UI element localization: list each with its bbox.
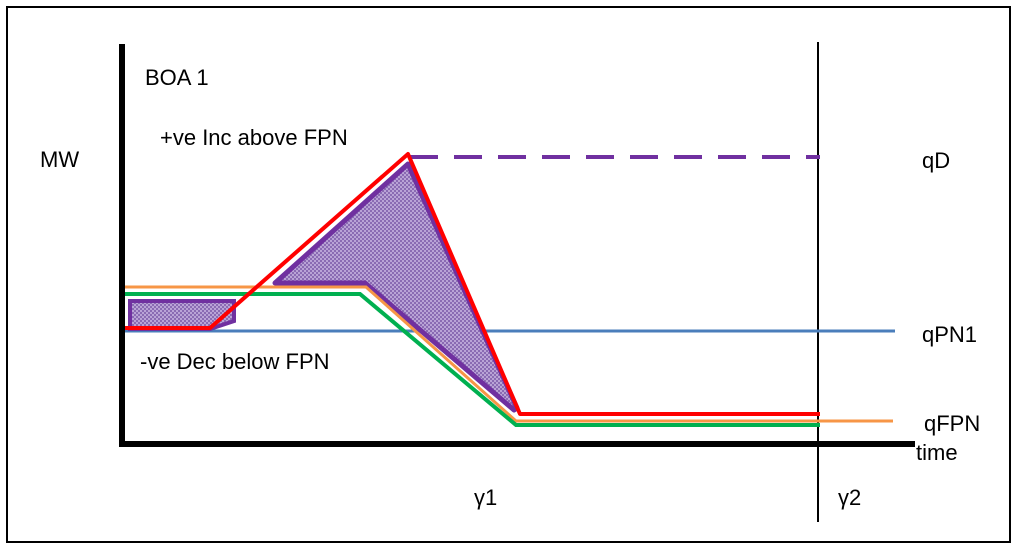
gamma2-label: γ2 (838, 485, 861, 510)
inc-area (272, 161, 520, 413)
mw-label: MW (40, 147, 79, 172)
qfpn-line (124, 285, 893, 423)
dec-area (128, 299, 236, 331)
dec-label: -ve Dec below FPN (140, 349, 330, 374)
boa-line (124, 152, 820, 416)
inc-label: +ve Inc above FPN (160, 125, 348, 150)
diagram-frame (6, 6, 1011, 543)
qd-label: qD (922, 148, 950, 173)
green-line (124, 292, 820, 427)
time-label: time (916, 440, 958, 465)
boa-label: BOA 1 (145, 65, 209, 90)
qfpn-label: qFPN (924, 411, 980, 436)
qpn1-label: qPN1 (922, 322, 977, 347)
gamma1-label: γ1 (474, 485, 497, 510)
